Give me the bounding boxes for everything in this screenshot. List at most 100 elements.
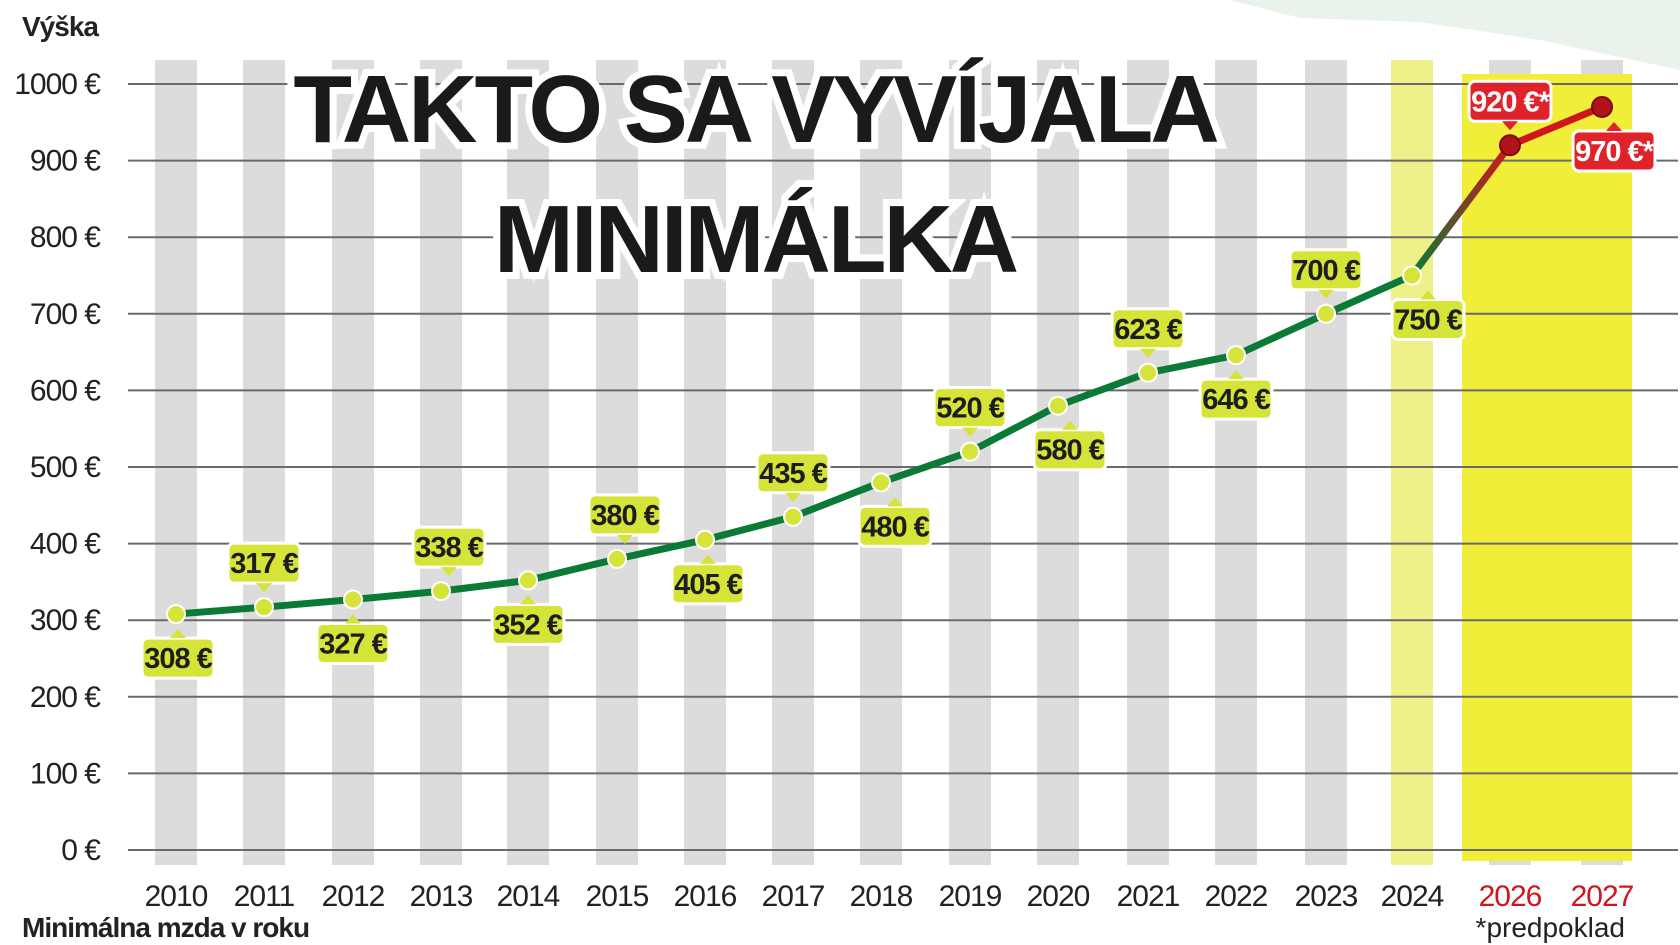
x-tick-label-2014: 2014 bbox=[497, 880, 560, 913]
x-tick-label-2013: 2013 bbox=[410, 880, 473, 913]
data-label-2020: 580 € bbox=[1032, 420, 1108, 472]
data-label-2010: 308 € bbox=[140, 629, 216, 680]
x-tick-label-2023: 2023 bbox=[1295, 880, 1358, 913]
data-point-2019 bbox=[960, 441, 980, 462]
x-axis-title: Minimálna mzda v roku bbox=[22, 912, 309, 943]
y-tick-label: 200 € bbox=[30, 681, 101, 714]
y-tick-label: 500 € bbox=[30, 451, 101, 484]
data-label-text: 327 € bbox=[319, 629, 387, 661]
data-label-2013: 338 € bbox=[411, 525, 487, 577]
data-label-pointer bbox=[1606, 121, 1622, 131]
x-tick-label-2019: 2019 bbox=[939, 880, 1002, 913]
column-band-2021 bbox=[1127, 60, 1169, 865]
column-band-2011 bbox=[243, 60, 285, 865]
data-label-pointer bbox=[962, 427, 978, 437]
axis-layer: 0 € 100 € 200 € 300 € 400 € 500 € 600 € 700 € 80… bbox=[14, 68, 1634, 913]
column-band-2023 bbox=[1305, 60, 1347, 865]
x-tick-label-2021: 2021 bbox=[1117, 880, 1180, 913]
x-tick-label-2027: 2027 bbox=[1571, 880, 1634, 913]
projection-note: *predpoklad bbox=[1476, 912, 1625, 943]
y-tick-label: 300 € bbox=[30, 604, 101, 637]
data-point-2018 bbox=[871, 472, 891, 493]
label-layer: 308 € 317 € 327 € 338 € 352 € 380 € 405 € 435 €… bbox=[140, 79, 1657, 680]
data-label-2026: 920 €* bbox=[1467, 79, 1553, 131]
data-label-2012: 327 € bbox=[315, 614, 391, 666]
column-band-2012 bbox=[332, 60, 374, 865]
data-point-2015 bbox=[607, 548, 627, 569]
data-label-text: 646 € bbox=[1202, 384, 1270, 416]
y-tick-label: 1000 € bbox=[14, 68, 101, 101]
y-tick-label: 0 € bbox=[61, 834, 101, 867]
data-label-2019: 520 € bbox=[932, 386, 1008, 437]
x-tick-label-2015: 2015 bbox=[586, 880, 649, 913]
background-layer bbox=[155, 0, 1680, 865]
y-tick-label: 900 € bbox=[30, 145, 101, 178]
column-band-2019 bbox=[949, 60, 991, 865]
data-label-2014: 352 € bbox=[490, 595, 566, 646]
data-label-pointer bbox=[1140, 348, 1156, 358]
data-label-text: 352 € bbox=[494, 609, 562, 641]
data-label-text: 700 € bbox=[1292, 255, 1360, 287]
data-label-pointer bbox=[1228, 370, 1244, 380]
y-axis-title: Výška bbox=[22, 11, 99, 42]
y-tick-label: 400 € bbox=[30, 528, 101, 561]
column-band-2016 bbox=[684, 60, 726, 865]
data-label-2024: 750 € bbox=[1390, 290, 1466, 341]
y-tick-label: 700 € bbox=[30, 298, 101, 331]
x-tick-label-2020: 2020 bbox=[1027, 880, 1090, 913]
series-line-projected bbox=[1506, 103, 1606, 149]
data-point-2022 bbox=[1226, 345, 1246, 366]
grid-layer bbox=[128, 83, 1678, 851]
data-point-2020 bbox=[1048, 395, 1068, 416]
x-tick-label-2016: 2016 bbox=[674, 880, 737, 913]
data-label-text: 970 €* bbox=[1575, 136, 1655, 168]
data-point-2021 bbox=[1138, 362, 1158, 383]
x-tick-label-2018: 2018 bbox=[850, 880, 913, 913]
data-label-pointer bbox=[887, 497, 903, 507]
data-point-2010 bbox=[166, 604, 186, 625]
data-label-text: 308 € bbox=[144, 643, 212, 675]
data-label-text: 480 € bbox=[861, 511, 929, 543]
column-band-2024 bbox=[1391, 60, 1433, 865]
x-tick-label-2024: 2024 bbox=[1381, 880, 1444, 913]
data-label-text: 623 € bbox=[1114, 314, 1182, 346]
y-tick-label: 100 € bbox=[30, 757, 101, 790]
data-label-pointer bbox=[1062, 420, 1078, 430]
x-tick-label-2012: 2012 bbox=[322, 880, 385, 913]
data-label-2023: 700 € bbox=[1288, 248, 1364, 299]
data-label-pointer bbox=[700, 554, 716, 564]
column-band-2013 bbox=[420, 60, 462, 865]
data-label-2015: 380 € bbox=[587, 493, 663, 544]
data-label-text: 435 € bbox=[759, 458, 827, 490]
data-label-pointer bbox=[170, 629, 186, 639]
data-label-2017: 435 € bbox=[755, 451, 831, 502]
data-label-pointer bbox=[1318, 289, 1334, 299]
chart-title-line-2: MINIMÁLKA bbox=[494, 186, 1017, 293]
column-band-2022 bbox=[1215, 60, 1257, 865]
chart-title-line-1: TAKTO SA VYVÍJALA bbox=[293, 56, 1217, 163]
data-point-2027 bbox=[1591, 95, 1613, 118]
data-point-2013 bbox=[431, 581, 451, 602]
column-band-2014 bbox=[507, 60, 549, 865]
data-point-2017 bbox=[783, 506, 803, 527]
data-point-2024 bbox=[1402, 265, 1422, 286]
column-band-2018 bbox=[860, 60, 902, 865]
data-label-pointer bbox=[345, 614, 361, 624]
data-point-2012 bbox=[343, 589, 363, 610]
data-label-pointer bbox=[617, 534, 633, 544]
data-label-2016: 405 € bbox=[670, 554, 746, 606]
column-band-2010 bbox=[155, 60, 197, 865]
series-line-transition bbox=[1408, 141, 1514, 279]
data-label-text: 317 € bbox=[230, 548, 298, 580]
data-label-text: 405 € bbox=[674, 569, 742, 601]
data-label-text: 338 € bbox=[415, 532, 483, 564]
x-tick-label-2026: 2026 bbox=[1479, 880, 1542, 913]
data-label-2021: 623 € bbox=[1110, 307, 1186, 358]
data-label-text: 380 € bbox=[591, 500, 659, 532]
y-tick-label: 800 € bbox=[30, 221, 101, 254]
decorative-paper-corner bbox=[1230, 0, 1680, 70]
data-point-2011 bbox=[254, 597, 274, 618]
data-label-pointer bbox=[1420, 290, 1436, 300]
data-label-pointer bbox=[256, 583, 272, 593]
